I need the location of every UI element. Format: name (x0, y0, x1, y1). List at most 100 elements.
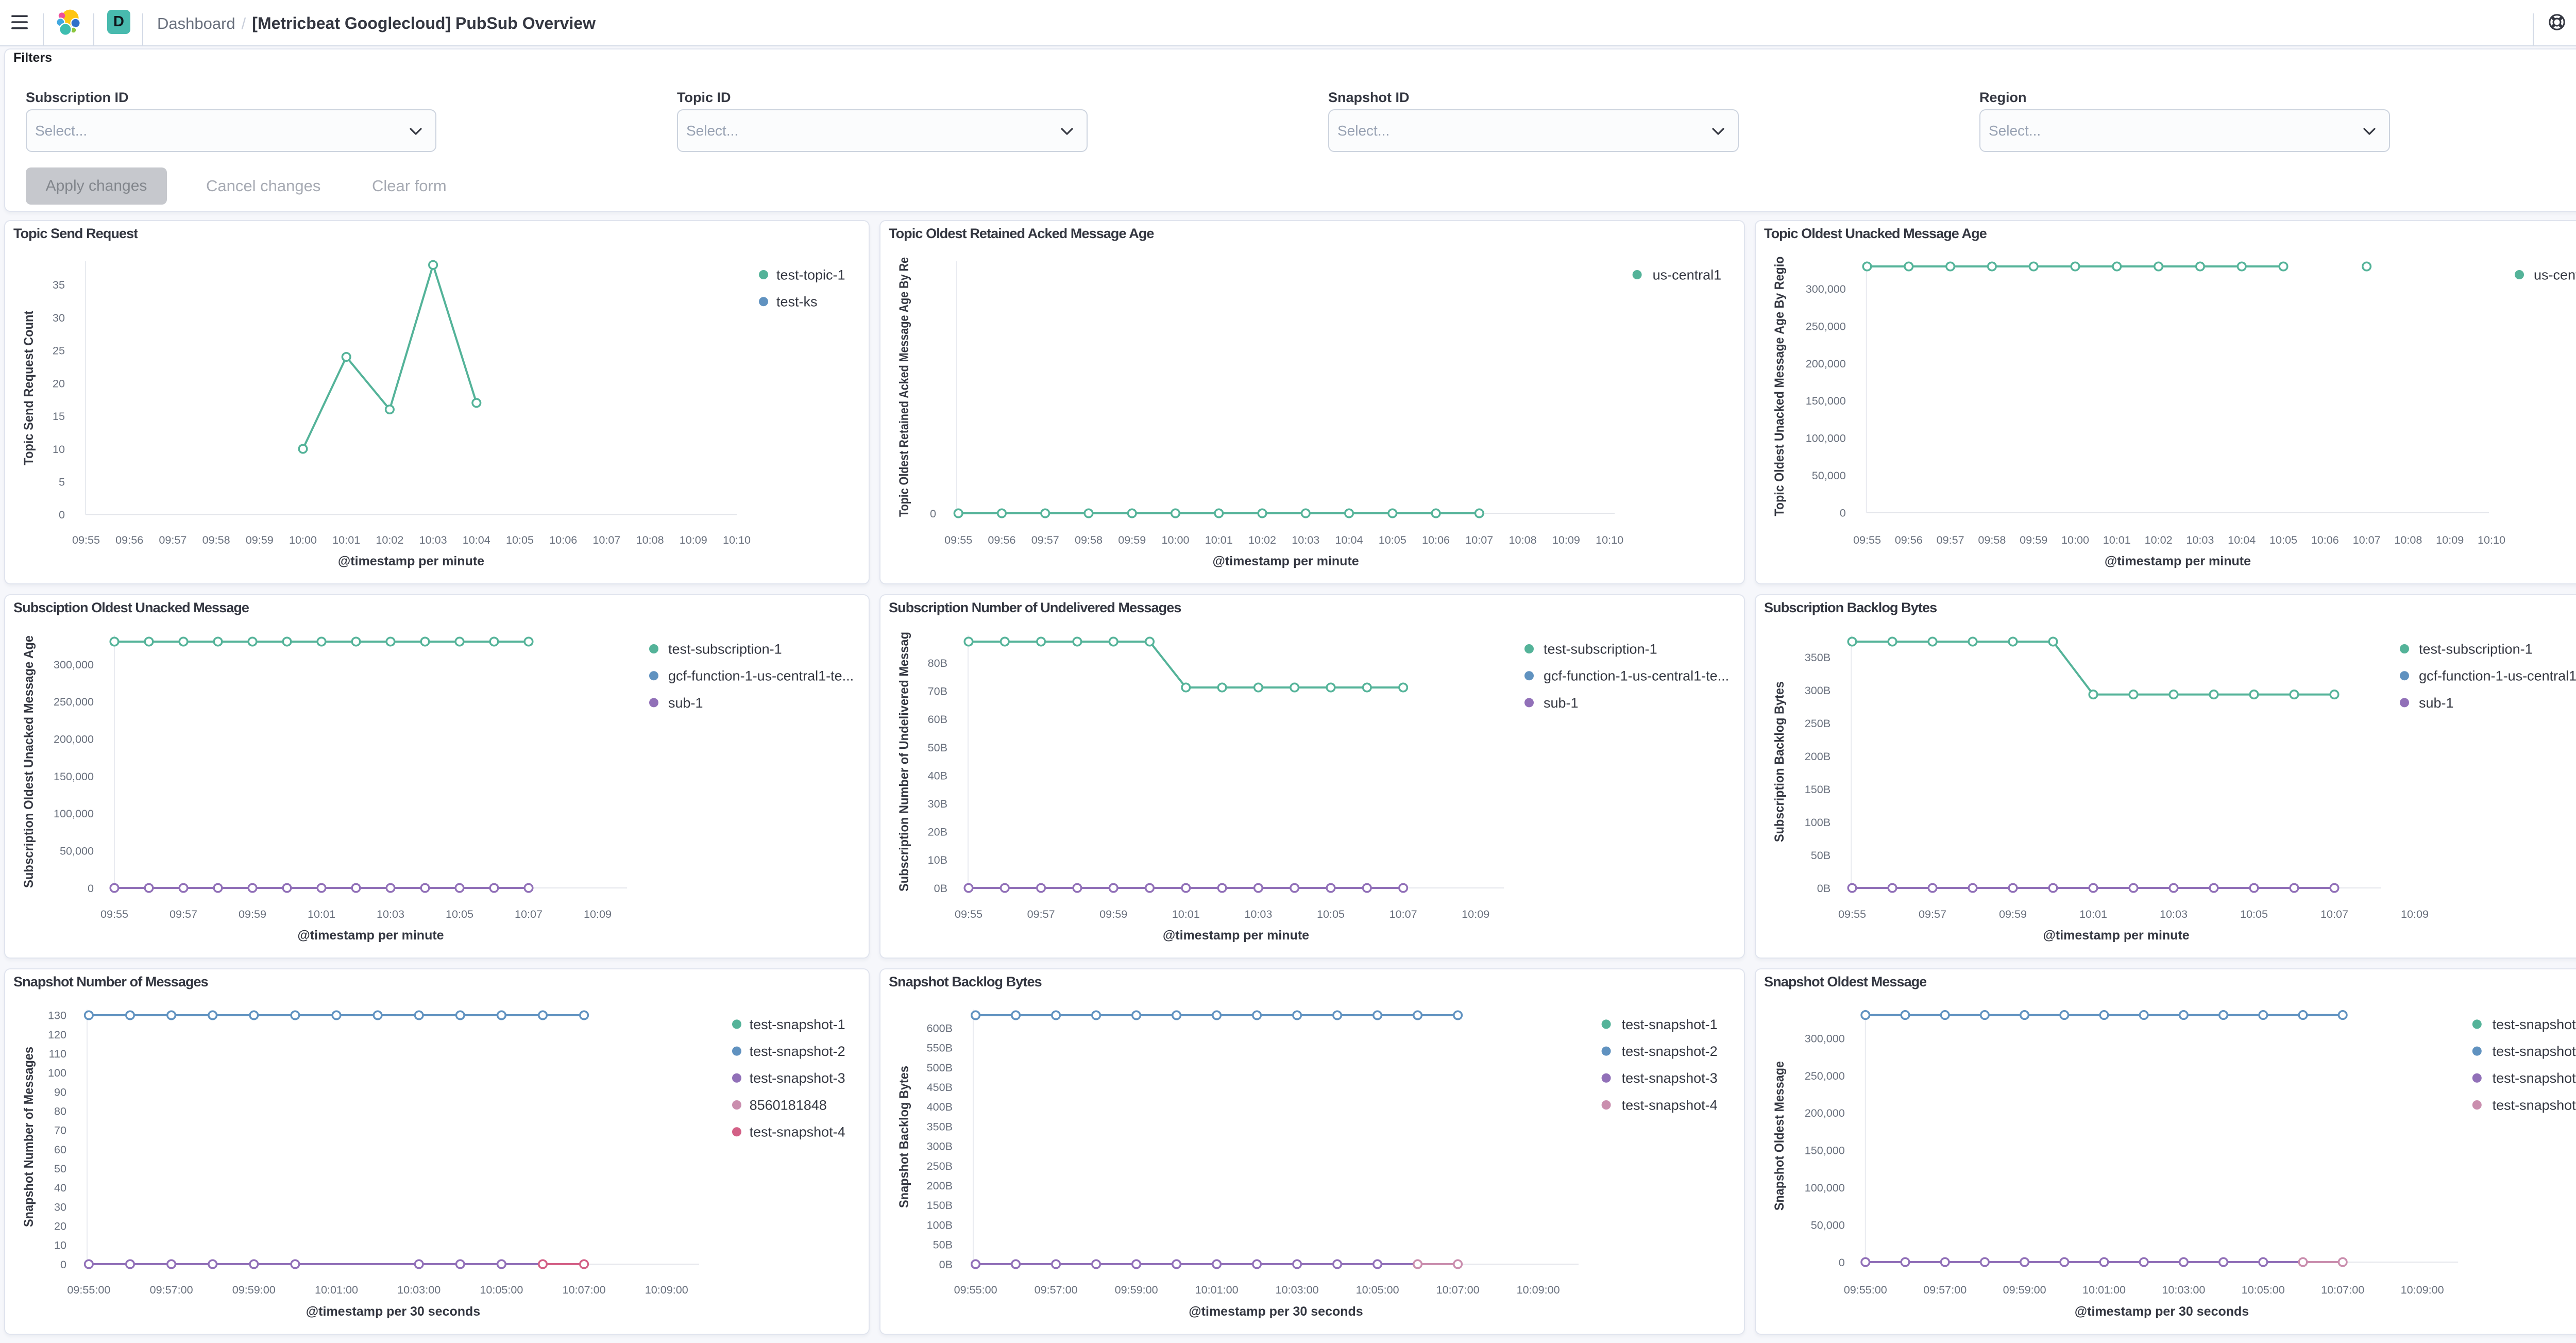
svg-text:10:01:00: 10:01:00 (2082, 1283, 2126, 1296)
svg-text:30B: 30B (928, 797, 947, 810)
svg-text:10:10: 10:10 (1596, 533, 1623, 546)
svg-text:350B: 350B (1805, 651, 1831, 664)
svg-text:50: 50 (54, 1162, 66, 1175)
svg-text:test-subscription-1: test-subscription-1 (2419, 641, 2533, 657)
svg-text:90: 90 (54, 1085, 66, 1098)
svg-text:10:09:00: 10:09:00 (1517, 1283, 1560, 1296)
svg-text:10:01: 10:01 (308, 908, 335, 920)
svg-text:0: 0 (930, 507, 936, 520)
svg-text:70B: 70B (928, 685, 947, 698)
svg-text:test-ks: test-ks (776, 294, 818, 310)
svg-text:25: 25 (53, 344, 65, 357)
svg-text:@timestamp per minute: @timestamp per minute (1163, 928, 1309, 943)
svg-text:Subscription Backlog Bytes: Subscription Backlog Bytes (1772, 681, 1787, 842)
svg-text:50,000: 50,000 (1811, 1218, 1845, 1231)
svg-text:10:04: 10:04 (1335, 533, 1363, 546)
svg-text:200B: 200B (1805, 750, 1831, 763)
svg-text:10:07: 10:07 (515, 908, 543, 920)
svg-text:09:59:00: 09:59:00 (1115, 1283, 1158, 1296)
svg-text:70: 70 (54, 1124, 66, 1137)
svg-text:10:02: 10:02 (376, 533, 403, 546)
svg-text:10:03: 10:03 (419, 533, 447, 546)
svg-text:09:55:00: 09:55:00 (1844, 1283, 1887, 1296)
svg-text:0B: 0B (934, 882, 947, 895)
svg-text:10:05:00: 10:05:00 (480, 1283, 523, 1296)
svg-text:10: 10 (53, 443, 65, 456)
svg-text:09:56: 09:56 (1895, 533, 1923, 546)
svg-text:250B: 250B (1805, 717, 1831, 730)
svg-text:09:59: 09:59 (2020, 533, 2047, 546)
svg-text:sub-1: sub-1 (668, 695, 703, 711)
svg-text:10:09: 10:09 (680, 533, 707, 546)
svg-text:10:10: 10:10 (2478, 533, 2505, 546)
svg-text:Snapshot Oldest Message: Snapshot Oldest Message (1772, 1061, 1787, 1211)
svg-text:10:04: 10:04 (2228, 533, 2256, 546)
svg-text:10:00: 10:00 (2061, 533, 2089, 546)
svg-text:10:03: 10:03 (2160, 908, 2188, 920)
svg-text:10:00: 10:00 (289, 533, 317, 546)
svg-text:10:06: 10:06 (549, 533, 577, 546)
svg-text:10:07: 10:07 (1465, 533, 1493, 546)
svg-text:test-snapshot-4: test-snapshot-4 (1622, 1097, 1718, 1113)
svg-text:50B: 50B (928, 741, 947, 754)
svg-text:300B: 300B (927, 1140, 953, 1153)
svg-text:gcf-function-1-us-central1-te.: gcf-function-1-us-central1-te... (668, 668, 854, 684)
svg-text:10:07: 10:07 (1389, 908, 1417, 920)
svg-text:09:57: 09:57 (170, 908, 197, 920)
svg-text:test-snapshot-1: test-snapshot-1 (1622, 1017, 1718, 1032)
svg-text:40: 40 (54, 1181, 66, 1194)
svg-text:Snapshot Backlog Bytes: Snapshot Backlog Bytes (897, 1066, 911, 1208)
svg-text:30: 30 (54, 1200, 66, 1213)
svg-text:30: 30 (53, 311, 65, 324)
svg-text:0: 0 (60, 1258, 66, 1271)
svg-text:300,000: 300,000 (1806, 282, 1846, 295)
svg-text:10:08: 10:08 (636, 533, 664, 546)
svg-text:250,000: 250,000 (54, 695, 94, 708)
svg-text:test-subscription-1: test-subscription-1 (668, 641, 782, 657)
svg-text:10:09: 10:09 (2436, 533, 2464, 546)
svg-text:60B: 60B (928, 713, 947, 726)
svg-text:100,000: 100,000 (1806, 432, 1846, 445)
svg-text:09:59: 09:59 (1118, 533, 1146, 546)
svg-text:09:55: 09:55 (944, 533, 972, 546)
svg-text:09:55: 09:55 (1838, 908, 1866, 920)
svg-text:09:58: 09:58 (202, 533, 230, 546)
svg-text:200B: 200B (927, 1179, 953, 1192)
svg-text:50B: 50B (933, 1238, 953, 1251)
svg-text:10:01: 10:01 (2103, 533, 2131, 546)
svg-text:10:01: 10:01 (2079, 908, 2107, 920)
svg-text:Topic Send Request Count: Topic Send Request Count (22, 310, 36, 465)
svg-text:200,000: 200,000 (1806, 357, 1846, 370)
svg-text:300,000: 300,000 (1805, 1032, 1845, 1045)
svg-text:10:01:00: 10:01:00 (315, 1283, 358, 1296)
svg-text:Topic Oldest Retained Acked Me: Topic Oldest Retained Acked Message Age … (897, 257, 911, 517)
svg-text:150,000: 150,000 (54, 770, 94, 783)
svg-text:250B: 250B (927, 1160, 953, 1172)
svg-text:10B: 10B (928, 853, 947, 866)
svg-text:09:57: 09:57 (1937, 533, 1964, 546)
svg-text:10:08: 10:08 (2394, 533, 2422, 546)
svg-text:10:01: 10:01 (332, 533, 360, 546)
svg-text:0B: 0B (1817, 882, 1831, 895)
svg-text:0B: 0B (939, 1258, 953, 1271)
svg-text:110: 110 (49, 1047, 66, 1060)
svg-text:10:10: 10:10 (723, 533, 751, 546)
svg-text:us-central1: us-central1 (2534, 267, 2576, 282)
svg-text:10:04: 10:04 (463, 533, 490, 546)
svg-text:09:57:00: 09:57:00 (1923, 1283, 1967, 1296)
svg-text:test-snapshot-2: test-snapshot-2 (750, 1044, 845, 1059)
svg-text:09:55: 09:55 (72, 533, 100, 546)
svg-text:550B: 550B (927, 1042, 953, 1054)
svg-text:@timestamp per minute: @timestamp per minute (297, 928, 444, 943)
svg-text:10:00: 10:00 (1161, 533, 1189, 546)
svg-text:10:05: 10:05 (506, 533, 534, 546)
svg-text:test-subscription-1: test-subscription-1 (1544, 641, 1657, 657)
svg-text:09:55: 09:55 (1853, 533, 1881, 546)
svg-text:80: 80 (54, 1105, 66, 1118)
svg-text:test-snapshot-3: test-snapshot-3 (2493, 1070, 2576, 1086)
svg-text:09:57: 09:57 (1027, 908, 1055, 920)
svg-text:20: 20 (53, 377, 65, 390)
svg-text:09:59: 09:59 (239, 908, 266, 920)
svg-text:Snapshot Number of Messages: Snapshot Number of Messages (22, 1047, 36, 1227)
svg-text:10:09: 10:09 (1552, 533, 1580, 546)
